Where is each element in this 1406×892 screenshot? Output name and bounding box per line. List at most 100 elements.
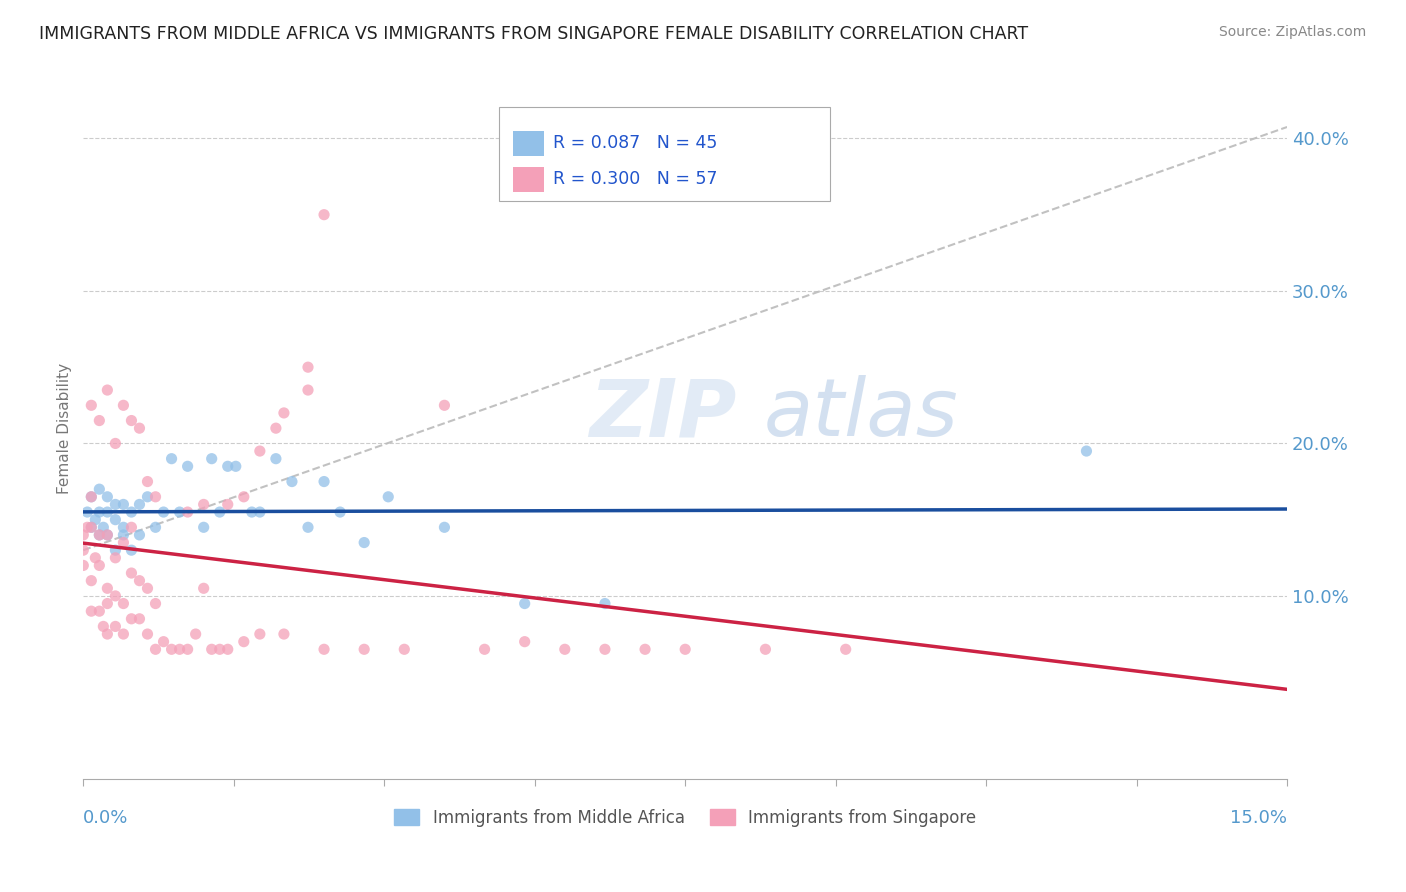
Point [120,520,142,534]
Point [312,642,335,657]
Point [329,505,352,519]
Point [554,642,576,657]
Point [273,406,295,420]
Point [120,566,142,580]
Point [1076,444,1098,458]
Point [80,520,103,534]
Point [80,574,103,588]
Point [128,574,150,588]
Point [89,413,111,427]
Point [96,597,118,611]
Point [96,490,118,504]
Point [104,513,127,527]
Point [89,482,111,496]
Point [93,619,115,633]
Point [240,505,263,519]
Point [72,543,94,558]
Point [377,490,399,504]
Text: R = 0.087   N = 45: R = 0.087 N = 45 [553,134,717,152]
Point [89,604,111,618]
Point [84,550,107,565]
Point [104,498,127,512]
Point [136,490,159,504]
Point [128,421,150,435]
Point [112,528,135,542]
Point [80,490,103,504]
Point [80,490,103,504]
Text: IMMIGRANTS FROM MIDDLE AFRICA VS IMMIGRANTS FROM SINGAPORE FEMALE DISABILITY COR: IMMIGRANTS FROM MIDDLE AFRICA VS IMMIGRA… [39,25,1029,43]
Point [297,360,319,375]
Point [312,208,335,222]
Point [433,398,456,412]
Text: atlas: atlas [763,376,957,453]
Point [145,642,167,657]
Point [160,451,183,466]
Point [80,520,103,534]
Point [208,505,231,519]
Point [120,505,142,519]
Point [112,597,135,611]
Point [89,528,111,542]
Point [232,490,254,504]
Point [93,520,115,534]
Point [104,543,127,558]
Point [394,642,416,657]
Point [297,520,319,534]
Point [184,627,207,641]
Point [96,528,118,542]
Point [593,597,616,611]
Point [89,528,111,542]
Point [96,528,118,542]
Point [249,627,271,641]
Point [112,627,135,641]
Point [273,627,295,641]
Point [217,642,239,657]
Point [72,558,94,573]
Point [96,505,118,519]
Point [176,459,198,474]
Point [120,543,142,558]
Point [112,535,135,549]
Point [834,642,856,657]
Point [474,642,496,657]
Point [201,451,224,466]
Point [152,634,174,648]
Text: 0.0%: 0.0% [83,809,129,828]
Point [281,475,304,489]
Point [264,421,287,435]
Legend: Immigrants from Middle Africa, Immigrants from Singapore: Immigrants from Middle Africa, Immigrant… [388,803,983,834]
Point [169,642,191,657]
Point [89,558,111,573]
Point [104,619,127,633]
Text: R = 0.300   N = 57: R = 0.300 N = 57 [553,170,717,188]
Point [353,535,375,549]
Point [193,520,215,534]
Point [112,498,135,512]
Point [76,505,98,519]
Point [433,520,456,534]
Point [96,627,118,641]
Point [225,459,247,474]
Point [120,413,142,427]
Text: ZIP: ZIP [589,376,737,453]
Point [249,505,271,519]
Point [104,550,127,565]
Point [249,444,271,458]
Point [136,582,159,596]
Point [176,642,198,657]
Point [754,642,776,657]
Y-axis label: Female Disability: Female Disability [58,363,72,494]
Point [84,513,107,527]
Point [208,642,231,657]
Point [112,398,135,412]
Point [169,505,191,519]
Point [264,451,287,466]
Point [232,634,254,648]
Point [72,528,94,542]
Point [104,589,127,603]
Point [297,383,319,397]
Text: 15.0%: 15.0% [1230,809,1286,828]
Point [152,505,174,519]
Point [217,459,239,474]
Point [76,520,98,534]
